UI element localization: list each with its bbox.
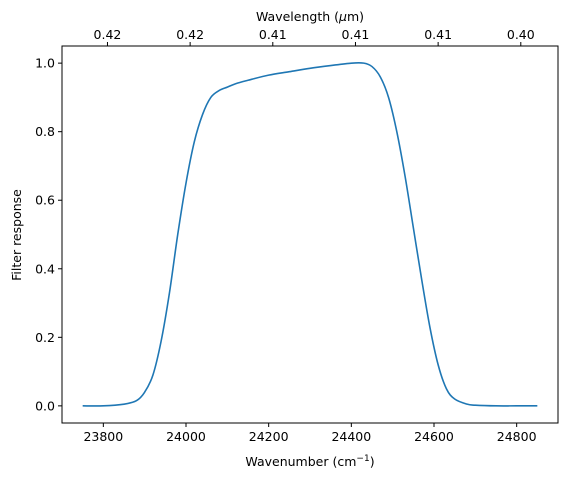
y-tick-label: 0.4 xyxy=(35,261,55,276)
x-tick-label: 24400 xyxy=(331,429,371,444)
top-tick-label: 0.42 xyxy=(94,27,122,42)
top-axis-label-mu: μ xyxy=(338,9,347,24)
plot-area xyxy=(61,45,559,424)
series-line xyxy=(82,61,538,407)
x-axis-label-suffix: ) xyxy=(370,454,375,469)
x-axis-label: Wavenumber (cm−1) xyxy=(245,454,374,469)
x-axis-label-sup: −1 xyxy=(356,454,369,464)
top-tick-label: 0.41 xyxy=(259,27,287,42)
x-axis-ticks: 23800 24000 24200 24400 24600 24800 xyxy=(83,423,537,444)
y-axis-label: Filter response xyxy=(9,189,24,281)
x-tick-label: 23800 xyxy=(83,429,123,444)
x-tick-label: 24600 xyxy=(414,429,454,444)
top-axis-label-suffix: m) xyxy=(347,9,364,24)
top-axis-ticks: 0.42 0.42 0.41 0.41 0.41 0.40 xyxy=(94,27,535,46)
top-tick-label: 0.40 xyxy=(507,27,535,42)
top-tick-label: 0.42 xyxy=(176,27,204,42)
y-axis-ticks: 0.0 0.2 0.4 0.6 0.8 1.0 xyxy=(35,56,62,413)
y-tick-label: 1.0 xyxy=(35,56,55,71)
top-tick-label: 0.41 xyxy=(424,27,452,42)
top-axis-label-prefix: Wavelength ( xyxy=(256,9,339,24)
x-tick-label: 24800 xyxy=(497,429,537,444)
x-axis-label-main: Wavenumber (cm xyxy=(245,454,356,469)
top-tick-label: 0.41 xyxy=(342,27,370,42)
x-tick-label: 24200 xyxy=(249,429,289,444)
y-tick-label: 0.6 xyxy=(35,193,55,208)
y-tick-label: 0.8 xyxy=(35,124,55,139)
x-tick-label: 24000 xyxy=(166,429,206,444)
top-axis-label: Wavelength (μm) xyxy=(256,9,364,24)
y-tick-label: 0.0 xyxy=(35,398,55,413)
y-tick-label: 0.2 xyxy=(35,330,55,345)
